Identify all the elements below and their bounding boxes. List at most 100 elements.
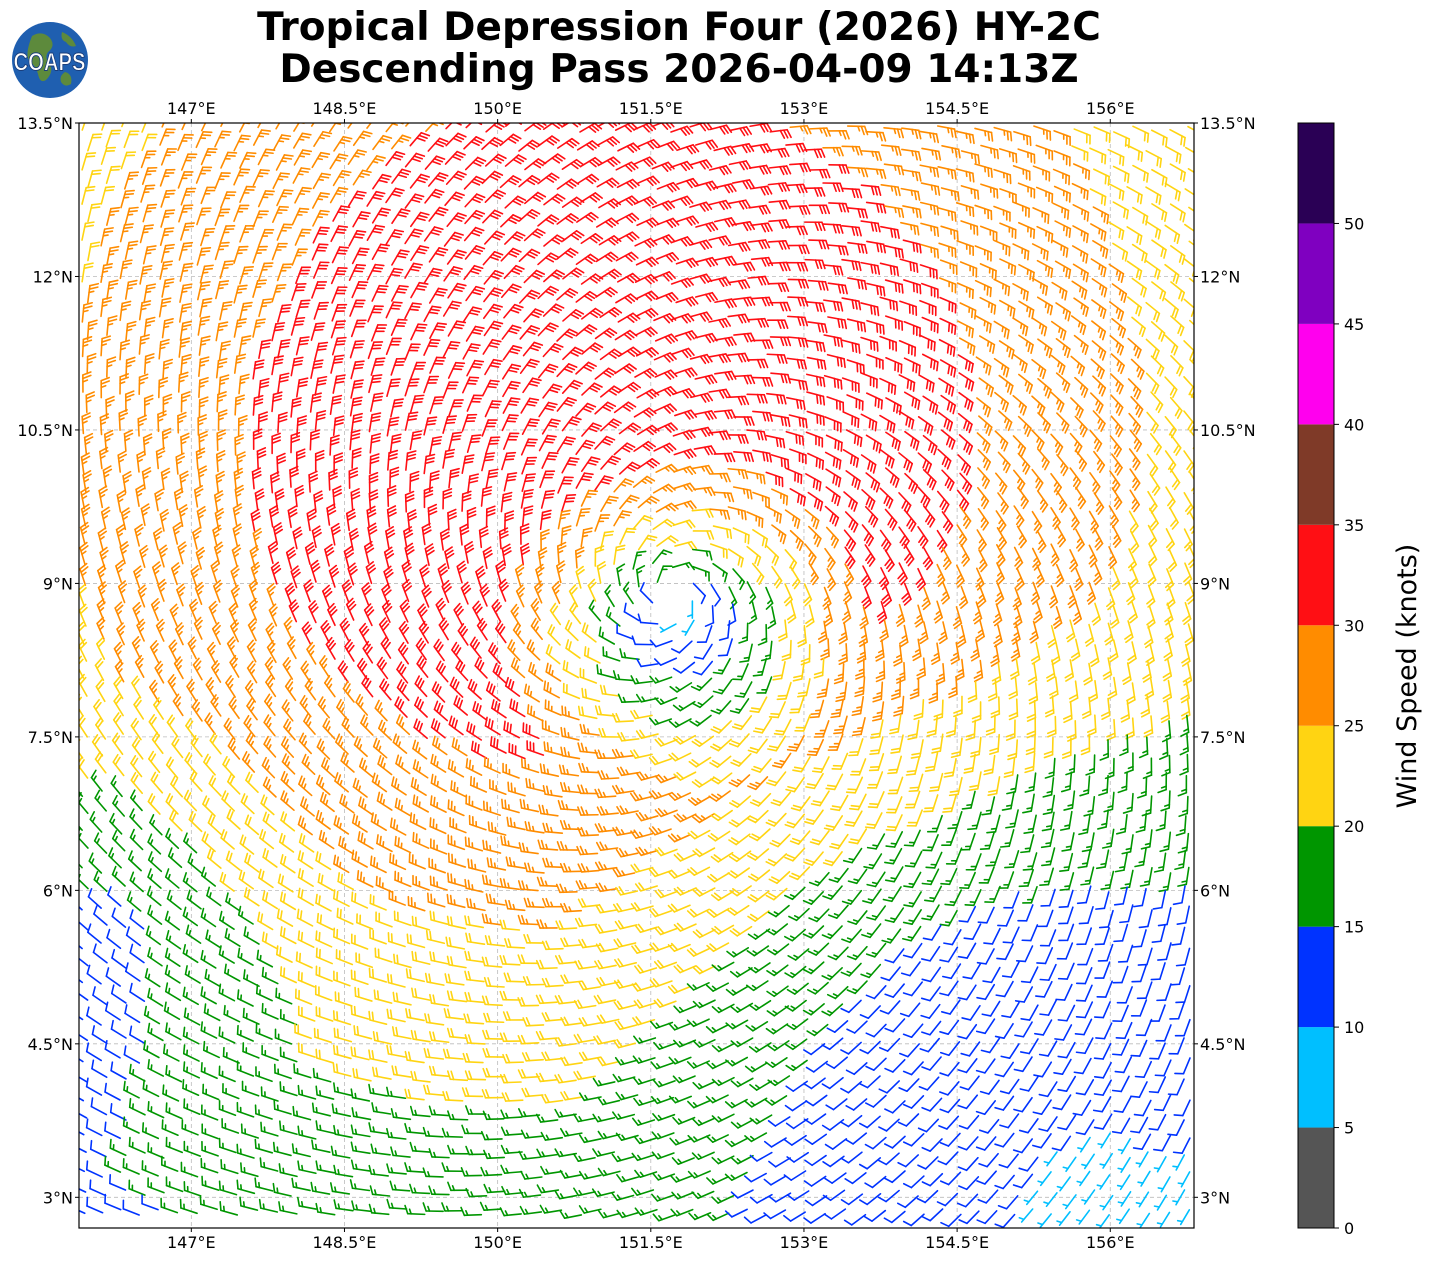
- wind-barb: [824, 451, 842, 470]
- wind-barb: [303, 579, 314, 603]
- wind-barb: [485, 681, 501, 702]
- wind-barb: [443, 1008, 465, 1020]
- wind-barb: [167, 847, 183, 869]
- wind-barb: [747, 869, 771, 882]
- wind-barb: [784, 928, 806, 942]
- wind-barb: [994, 1174, 1015, 1190]
- wind-barb: [769, 833, 791, 848]
- wind-barb: [668, 718, 692, 728]
- wind-barb: [970, 638, 980, 662]
- wind-barb: [788, 907, 810, 922]
- wind-barb: [629, 749, 653, 759]
- wind-barb: [766, 1005, 790, 1017]
- wind-barb: [1111, 524, 1122, 548]
- wind-barb: [631, 944, 655, 954]
- wind-barb: [920, 986, 941, 1002]
- wind-barb: [1008, 677, 1018, 700]
- wind-barb: [841, 258, 862, 272]
- wind-barb: [294, 186, 312, 204]
- wind-barb: [122, 1199, 140, 1216]
- wind-barb: [926, 716, 938, 737]
- wind-barb: [998, 410, 1013, 432]
- wind-barb: [141, 123, 147, 133]
- wind-barb: [177, 171, 194, 189]
- wind-barb: [143, 353, 155, 375]
- wind-barb: [262, 776, 277, 798]
- wind-barb: [554, 954, 578, 965]
- wind-barb: [705, 1024, 729, 1034]
- wind-barb: [1090, 223, 1107, 242]
- wind-barb: [381, 583, 392, 607]
- wind-barb: [635, 290, 659, 302]
- wind-barb: [110, 1019, 127, 1039]
- wind-barb: [133, 696, 145, 720]
- wind-barb: [591, 1188, 615, 1197]
- wind-barb: [583, 646, 601, 664]
- wind-barb: [649, 639, 673, 648]
- wind-barb: [409, 1183, 431, 1195]
- wind-barb: [878, 567, 890, 591]
- wind-barb: [1170, 967, 1186, 986]
- wind-barb: [404, 1088, 425, 1101]
- wind-barb: [116, 622, 126, 646]
- wind-barb: [366, 505, 377, 529]
- wind-barb: [445, 170, 467, 185]
- wind-barb: [865, 1094, 887, 1108]
- wind-barb: [899, 1002, 921, 1018]
- wind-barb: [844, 546, 856, 570]
- wind-barb: [138, 334, 150, 355]
- wind-barb: [617, 732, 640, 742]
- wind-barb: [238, 301, 253, 322]
- wind-barb: [109, 1103, 127, 1121]
- wind-barb: [1151, 239, 1167, 259]
- wind-barb: [1189, 392, 1194, 412]
- wind-barb: [838, 642, 848, 666]
- wind-barb: [404, 490, 415, 513]
- lon-label-bottom: 147°E: [167, 1233, 216, 1252]
- wind-barb: [1036, 259, 1054, 279]
- wind-barb: [670, 640, 693, 654]
- wind-barb: [792, 661, 805, 682]
- wind-barb: [1056, 412, 1070, 434]
- wind-barb: [1034, 1019, 1053, 1036]
- wind-barb: [79, 1097, 85, 1102]
- wind-barb: [792, 756, 811, 773]
- wind-barb: [80, 486, 90, 510]
- wind-barb: [1053, 150, 1071, 167]
- wind-barb: [556, 328, 578, 342]
- wind-barb: [482, 338, 502, 355]
- wind-barb: [1027, 662, 1038, 686]
- wind-barb: [1057, 1114, 1077, 1131]
- wind-barb: [1135, 1151, 1149, 1168]
- wind-barb: [746, 945, 770, 957]
- wind-barb: [397, 641, 410, 665]
- wind-barb: [161, 278, 175, 298]
- wind-barb: [329, 153, 349, 170]
- wind-barb: [417, 603, 428, 627]
- wind-barb: [581, 382, 603, 396]
- wind-barb: [1000, 1043, 1020, 1060]
- wind-barb: [575, 472, 594, 489]
- wind-barb: [179, 1198, 198, 1215]
- wind-barb: [107, 886, 122, 907]
- wind-barb: [543, 741, 563, 756]
- wind-barb: [479, 1201, 502, 1212]
- wind-barb: [936, 563, 946, 587]
- wind-barb: [977, 467, 991, 490]
- wind-barb: [160, 467, 171, 491]
- wind-barb: [562, 346, 584, 361]
- wind-barb: [787, 336, 809, 348]
- wind-barb: [1075, 486, 1087, 510]
- wind-barb: [177, 133, 194, 152]
- wind-barb: [919, 1037, 940, 1053]
- wind-barb: [271, 355, 284, 376]
- wind-barb: [840, 962, 862, 977]
- wind-barb: [635, 846, 659, 857]
- wind-barb: [733, 332, 756, 343]
- wind-barb: [863, 853, 883, 870]
- wind-barb: [631, 1152, 655, 1162]
- wind-barb: [509, 698, 526, 718]
- wind-barb: [825, 773, 844, 791]
- wind-barb: [316, 912, 334, 931]
